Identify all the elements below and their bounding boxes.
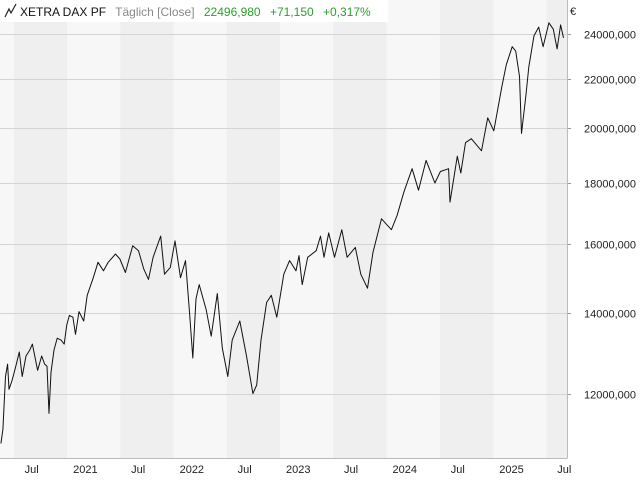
last-price: 22496,980 xyxy=(204,5,261,19)
half-year-band xyxy=(333,0,387,458)
svg-text:XETRA DAX PF Täglich [Clos: XETRA DAX PF Täglich [Close] 22496,980 +… xyxy=(20,5,371,19)
half-year-band xyxy=(546,0,567,458)
currency-label: € xyxy=(570,6,576,18)
price-series-line xyxy=(0,22,564,444)
x-tick-label: Jul xyxy=(451,464,465,476)
y-tick-label: 14000,000 xyxy=(584,309,636,321)
half-year-band xyxy=(493,0,547,458)
y-tick-label: 18000,000 xyxy=(584,179,636,191)
x-tick-label: Jul xyxy=(344,464,358,476)
half-year-band xyxy=(386,0,440,458)
half-year-band xyxy=(0,0,14,458)
x-tick-label: Jul xyxy=(25,464,39,476)
x-axis-labels: Jul 2021 Jul 2022 Jul 2023 Jul 2024 Jul 2025 Jul xyxy=(25,464,572,476)
x-tick-label: 2022 xyxy=(180,464,204,476)
half-year-band xyxy=(439,0,494,458)
x-tick-label: Jul xyxy=(131,464,145,476)
half-year-band xyxy=(13,0,68,458)
grid-lines xyxy=(0,34,571,395)
instrument-name: XETRA DAX PF xyxy=(20,5,106,19)
x-tick-label: 2024 xyxy=(393,464,417,476)
y-axis-labels: 12000,000 14000,000 16000,000 18000,000 2000… xyxy=(584,30,636,402)
x-tick-label: Jul xyxy=(238,464,252,476)
x-tick-label: Jul xyxy=(557,464,571,476)
y-tick-label: 24000,000 xyxy=(584,30,636,42)
y-tick-label: 22000,000 xyxy=(584,75,636,87)
header-background xyxy=(0,0,388,22)
change-absolute: +71,150 xyxy=(270,5,314,19)
line-chart-icon xyxy=(4,3,17,18)
half-year-band xyxy=(67,0,121,458)
change-percent: +0,317% xyxy=(323,5,371,19)
x-tick-label: 2025 xyxy=(499,464,523,476)
y-tick-label: 16000,000 xyxy=(584,240,636,252)
half-year-band xyxy=(280,0,334,458)
half-year-band xyxy=(173,0,227,458)
y-tick-label: 12000,000 xyxy=(584,390,636,402)
period-label: Täglich [Close] xyxy=(115,5,194,19)
half-year-band xyxy=(226,0,281,458)
half-year-band xyxy=(120,0,174,458)
background-bands xyxy=(0,0,567,458)
x-tick-label: 2021 xyxy=(73,464,97,476)
x-tick-label: 2023 xyxy=(286,464,310,476)
y-tick-label: 20000,000 xyxy=(584,124,636,136)
